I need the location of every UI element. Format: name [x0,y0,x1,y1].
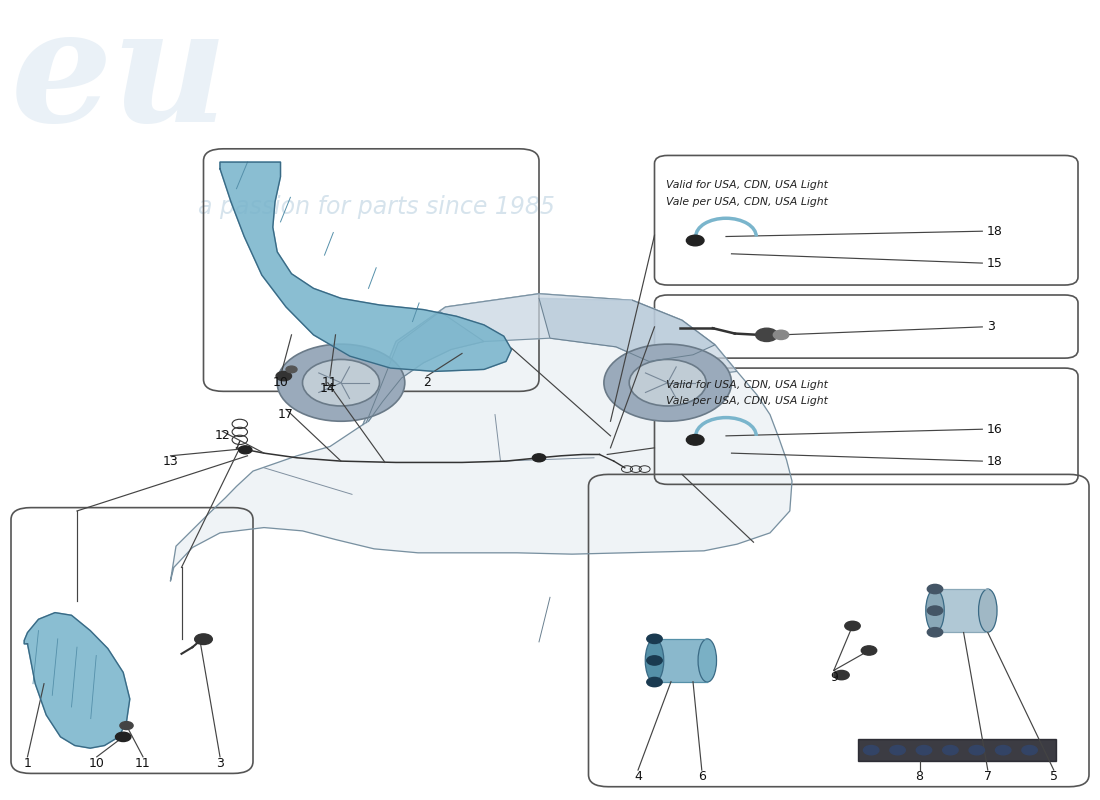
Text: 7: 7 [983,770,992,783]
Circle shape [195,634,212,645]
Circle shape [604,344,732,422]
Text: 3: 3 [216,757,224,770]
Text: 18: 18 [987,454,1002,468]
Text: a passion for parts since 1985: a passion for parts since 1985 [198,194,554,218]
Circle shape [116,732,131,742]
Text: 3: 3 [987,320,994,334]
Circle shape [890,746,905,755]
Circle shape [845,622,860,630]
Circle shape [943,746,958,755]
Ellipse shape [979,589,997,632]
Text: eu: eu [11,2,229,155]
Text: 2: 2 [422,376,431,390]
Polygon shape [363,294,737,425]
Text: Valid for USA, CDN, USA Light: Valid for USA, CDN, USA Light [666,180,827,190]
Text: 8: 8 [915,770,924,783]
Ellipse shape [646,639,663,682]
Text: 11: 11 [135,757,151,770]
Text: 4: 4 [634,770,642,783]
Text: 17: 17 [278,408,294,421]
Text: 14: 14 [320,382,336,394]
Text: 5: 5 [1049,770,1058,783]
Bar [935,589,988,632]
Circle shape [756,328,778,342]
Circle shape [647,634,662,643]
Text: 9: 9 [829,670,838,683]
Circle shape [647,656,662,665]
Text: 11: 11 [322,376,338,390]
Text: 6: 6 [697,770,706,783]
Text: 12: 12 [214,430,230,442]
Circle shape [773,330,789,339]
Circle shape [239,446,252,454]
Circle shape [276,371,292,381]
Text: Vale per USA, CDN, USA Light: Vale per USA, CDN, USA Light [666,197,827,207]
Circle shape [686,434,704,445]
Circle shape [864,746,879,755]
Circle shape [927,627,943,637]
Circle shape [120,722,133,730]
Circle shape [916,746,932,755]
Circle shape [996,746,1011,755]
Circle shape [834,670,849,680]
Ellipse shape [926,589,944,632]
Circle shape [927,584,943,594]
Polygon shape [24,613,130,748]
Circle shape [302,359,379,406]
Circle shape [629,359,706,406]
Text: 10: 10 [89,757,104,770]
Circle shape [277,344,405,422]
Circle shape [647,678,662,686]
Text: 18: 18 [987,225,1002,238]
Ellipse shape [698,639,716,682]
Circle shape [927,606,943,615]
Polygon shape [220,162,512,371]
Circle shape [1022,746,1037,755]
Polygon shape [858,739,1056,762]
Polygon shape [170,294,792,581]
Circle shape [861,646,877,655]
Text: 15: 15 [987,257,1002,270]
Text: 13: 13 [163,454,178,468]
Bar [654,639,707,682]
Text: 1: 1 [23,757,32,770]
Text: Vale per USA, CDN, USA Light: Vale per USA, CDN, USA Light [666,396,827,406]
Circle shape [969,746,984,755]
Polygon shape [366,312,484,422]
Text: Valid for USA, CDN, USA Light: Valid for USA, CDN, USA Light [666,380,827,390]
Circle shape [532,454,546,462]
Polygon shape [539,298,715,362]
Text: 16: 16 [987,422,1002,436]
Text: 10: 10 [273,376,288,390]
Circle shape [686,235,704,246]
Circle shape [286,366,297,373]
